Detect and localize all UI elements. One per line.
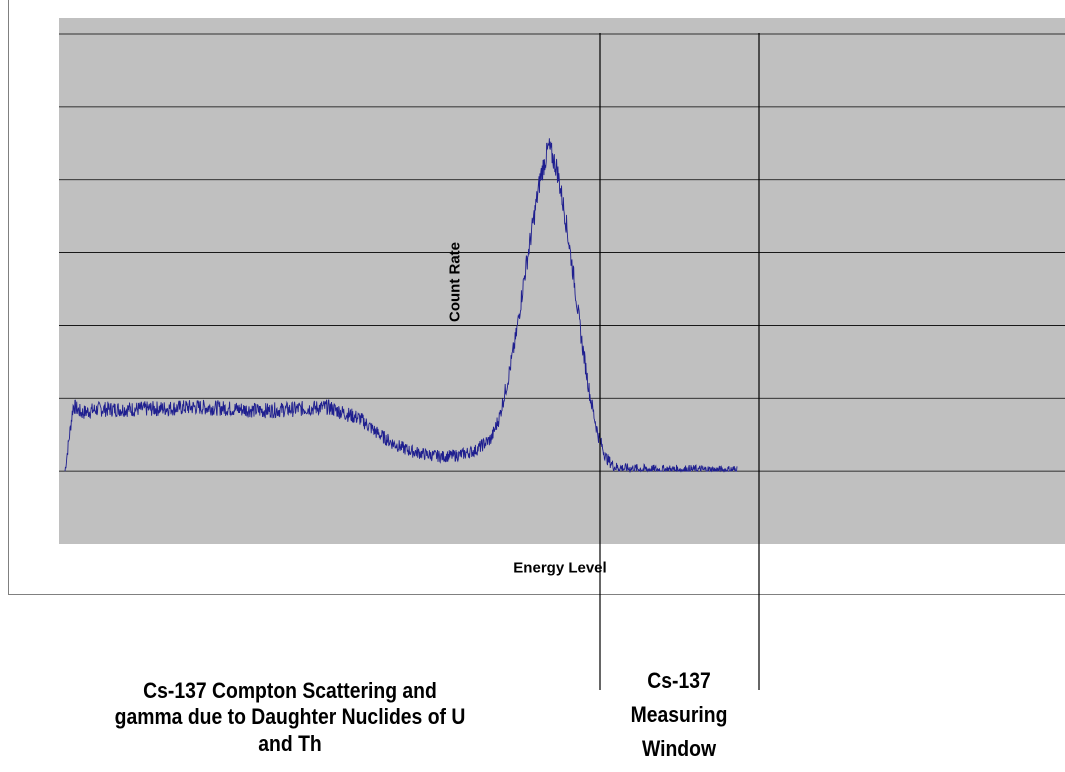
window-caption-line-1: Cs-137 <box>647 668 711 693</box>
compton-caption-line-2: gamma due to Daughter Nuclides of U <box>114 704 466 730</box>
compton-caption-line-3: and Th <box>258 730 322 756</box>
compton-scattering-caption: Cs-137 Compton Scattering and gamma due … <box>70 678 510 757</box>
x-axis-label: Energy Level <box>513 559 607 577</box>
window-caption-line-2: Measuring <box>630 702 728 728</box>
measuring-window-lines <box>599 33 760 690</box>
measuring-window-caption: Cs-137 Measuring Window <box>609 664 748 766</box>
spectrum-series-line <box>64 138 738 473</box>
compton-caption-line-1: Cs-137 Compton Scattering and <box>143 678 437 703</box>
window-caption-line-3: Window <box>641 736 717 762</box>
y-axis-label: Count Rate <box>446 242 464 322</box>
series-group <box>64 138 738 473</box>
chart-frame <box>8 0 1065 595</box>
plot-area <box>59 18 1065 544</box>
gridlines <box>59 33 1065 472</box>
